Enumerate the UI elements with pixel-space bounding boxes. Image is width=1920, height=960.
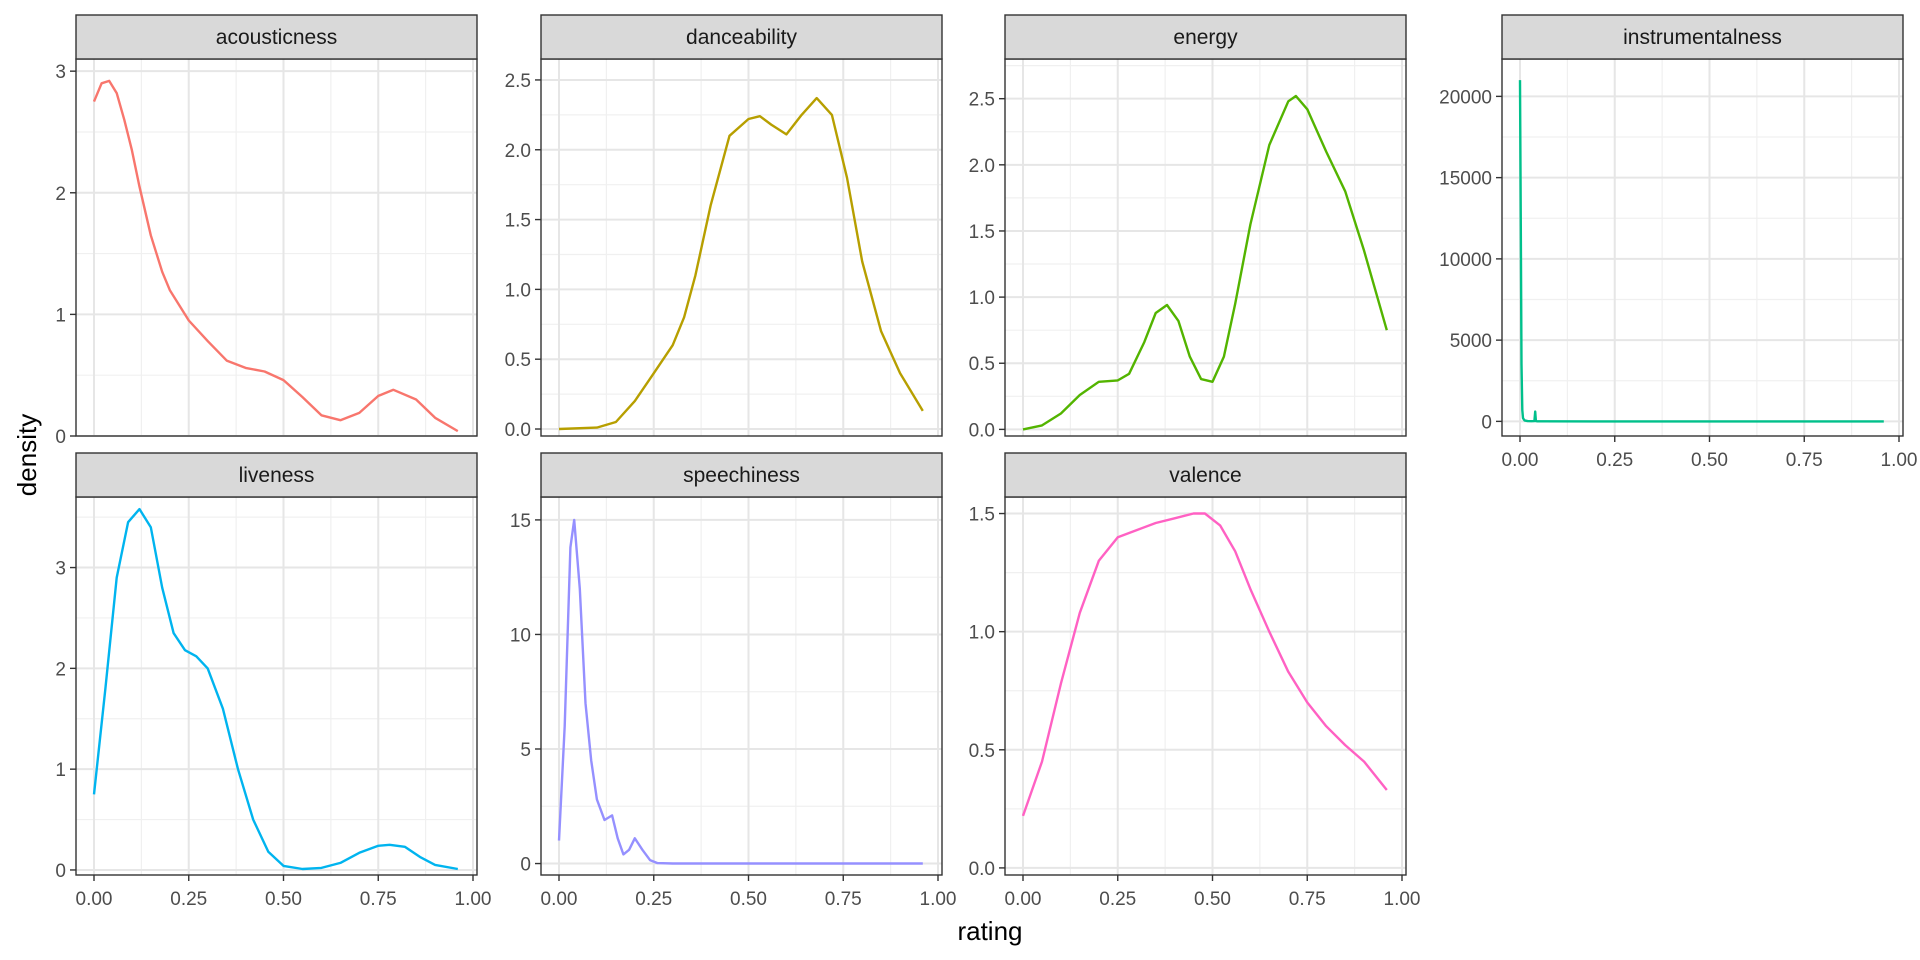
density-line-danceability <box>558 96 924 431</box>
panels-layer: acousticness 0 1 2 3 danceability 0.0 0.5 1.0 1.5… <box>55 14 1918 910</box>
strip-header <box>75 452 478 498</box>
y-tick-label: 10 <box>510 625 531 646</box>
density-line-speechiness <box>557 518 923 865</box>
y-tick-label: 1.5 <box>969 222 995 243</box>
panel-background <box>76 59 477 436</box>
y-tick-label: 1.0 <box>969 288 995 309</box>
panel-valence: valence 0.0 0.5 1.0 1.5 0.00 0.25 0.50 0.75 1.00 <box>969 452 1421 910</box>
y-tick-label: 2.0 <box>969 156 995 177</box>
y-tick-label: 20000 <box>1439 87 1492 108</box>
strip-label-speechiness: speechiness <box>683 464 800 487</box>
panel-acousticness: acousticness 0 1 2 3 <box>55 14 478 448</box>
x-tick-label: 0.75 <box>360 889 397 910</box>
strip-label-acousticness: acousticness <box>216 26 337 49</box>
y-tick-label: 1.5 <box>505 211 531 232</box>
y-tick-label: 5 <box>520 740 531 761</box>
strip-label-danceability: danceability <box>686 26 797 49</box>
strip-header <box>1501 14 1904 60</box>
y-tick-label: 0 <box>1481 412 1492 433</box>
y-tick-label: 0.5 <box>969 354 995 375</box>
y-tick-label: 1.0 <box>969 623 995 644</box>
strip-label-valence: valence <box>1169 464 1241 487</box>
panel-instrumentalness: instrumentalness 0 5000 10000 15000 20000 0.00… <box>1439 14 1918 471</box>
y-tick-label: 0.5 <box>505 350 531 371</box>
x-tick-label: 0.50 <box>1691 450 1728 471</box>
density-line-valence <box>1021 512 1388 817</box>
strip-label-liveness: liveness <box>239 464 315 487</box>
x-tick-label: 1.00 <box>455 889 492 910</box>
x-tick-label: 0.00 <box>76 889 113 910</box>
panel-energy: energy 0.0 0.5 1.0 1.5 2.0 2.5 <box>969 14 1407 441</box>
y-tick-label: 3 <box>55 62 66 83</box>
y-tick-label: 0.5 <box>969 741 995 762</box>
y-tick-label: 0.0 <box>969 420 995 441</box>
y-axis-title: density <box>12 414 42 496</box>
x-tick-label: 0.25 <box>1099 889 1136 910</box>
y-tick-label: 15000 <box>1439 169 1492 190</box>
panel-background <box>1502 59 1903 436</box>
panel-danceability: danceability 0.0 0.5 1.0 1.5 2.0 2.5 <box>505 14 943 441</box>
y-tick-label: 2 <box>55 184 66 205</box>
panel-liveness: liveness 0 1 2 3 0.00 0.25 0.50 0.75 1.00 <box>55 452 492 910</box>
x-tick-label: 0.25 <box>1596 450 1633 471</box>
x-tick-label: 1.00 <box>1384 889 1421 910</box>
y-tick-label: 10000 <box>1439 250 1492 271</box>
x-tick-label: 0.75 <box>1786 450 1823 471</box>
x-tick-label: 0.50 <box>1194 889 1231 910</box>
y-tick-label: 2.5 <box>505 71 531 92</box>
density-line-instrumentalness <box>1518 80 1884 423</box>
strip-header <box>1004 452 1407 498</box>
strip-header <box>540 452 943 498</box>
y-tick-label: 1 <box>55 760 66 781</box>
x-tick-label: 0.25 <box>635 889 672 910</box>
y-tick-label: 0.0 <box>505 420 531 441</box>
y-tick-label: 5000 <box>1450 331 1492 352</box>
x-tick-label: 0.25 <box>170 889 207 910</box>
x-tick-label: 0.00 <box>1005 889 1042 910</box>
y-tick-label: 0.0 <box>969 859 995 880</box>
x-tick-label: 1.00 <box>1881 450 1918 471</box>
y-tick-label: 15 <box>510 511 531 532</box>
x-tick-label: 1.00 <box>920 889 957 910</box>
x-tick-label: 0.50 <box>265 889 302 910</box>
y-tick-label: 2.0 <box>505 141 531 162</box>
panel-background <box>541 497 942 875</box>
strip-header <box>75 14 478 60</box>
y-tick-label: 2 <box>55 659 66 680</box>
strip-header <box>1004 14 1407 60</box>
y-tick-label: 1 <box>55 305 66 326</box>
x-tick-label: 0.00 <box>541 889 578 910</box>
panel-background <box>1005 59 1406 436</box>
x-axis-title: rating <box>957 916 1022 946</box>
y-tick-label: 0 <box>55 427 66 448</box>
panel-speechiness: speechiness 0 5 10 15 0.00 0.25 0.50 0.75 1.00 <box>510 452 957 910</box>
y-tick-label: 0 <box>520 855 531 876</box>
y-tick-label: 0 <box>55 861 66 882</box>
strip-label-energy: energy <box>1173 26 1238 49</box>
density-line-liveness <box>92 507 459 871</box>
y-tick-label: 3 <box>55 559 66 580</box>
density-line-acousticness <box>92 79 459 433</box>
density-line-energy <box>1022 94 1388 431</box>
y-tick-label: 1.0 <box>505 280 531 301</box>
x-tick-label: 0.75 <box>825 889 862 910</box>
strip-label-instrumentalness: instrumentalness <box>1623 26 1782 49</box>
x-tick-label: 0.75 <box>1289 889 1326 910</box>
y-tick-label: 2.5 <box>969 90 995 111</box>
strip-header <box>540 14 943 60</box>
x-tick-label: 0.50 <box>730 889 767 910</box>
panel-background <box>76 497 477 875</box>
x-tick-label: 0.00 <box>1502 450 1539 471</box>
panel-background <box>541 59 942 436</box>
y-tick-label: 1.5 <box>969 505 995 526</box>
panel-background <box>1005 497 1406 875</box>
